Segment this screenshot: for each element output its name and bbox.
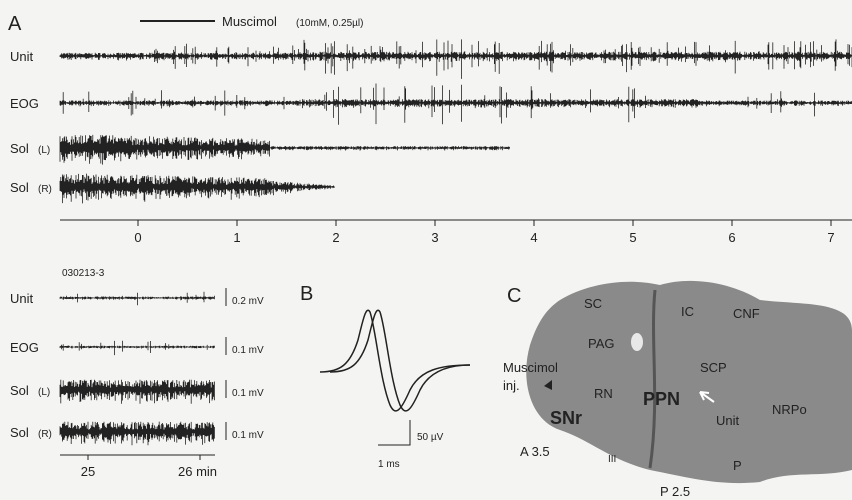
x-tick-label: 26 min (178, 464, 217, 479)
waveform (329, 309, 471, 412)
region: inj. (503, 378, 520, 393)
trace-label: EOG (10, 340, 39, 355)
trace (59, 291, 215, 306)
scale-label: 0.1 mV (232, 430, 264, 441)
scale-label: 0.1 mV (232, 388, 264, 399)
trace-side: (L) (38, 387, 50, 398)
region: PAG (588, 336, 615, 351)
region: P (733, 458, 742, 473)
trace-label: Sol (10, 141, 29, 156)
region: IC (681, 304, 694, 319)
scale-label: 0.1 mV (232, 345, 264, 356)
region: A 3.5 (520, 444, 550, 459)
panel-label: B (300, 283, 313, 305)
trace-side: (R) (38, 184, 52, 195)
region: Unit (716, 413, 740, 428)
region-labels: SC IC CNF PAG SCP Muscimol inj. RN PPN S… (503, 296, 807, 499)
x-tick-label: 6 (728, 230, 735, 245)
x-tick-label: 2 (332, 230, 339, 245)
trace-label: Sol (10, 180, 29, 195)
trace-side: (R) (38, 429, 52, 440)
record-id: 030213-3 (62, 268, 105, 279)
panel-label: A (8, 13, 22, 35)
scale-voltage: 50 µV (417, 432, 444, 443)
panel-label: C (507, 285, 521, 307)
trace (59, 421, 215, 446)
region: SCP (700, 360, 727, 375)
scale-bar (378, 420, 411, 446)
brain-slice (526, 280, 852, 484)
injection-arrow (544, 380, 552, 390)
slice-fissure (648, 289, 657, 469)
trace (59, 83, 852, 125)
trace-label: Unit (10, 49, 34, 64)
trace (59, 134, 510, 165)
trace (59, 340, 215, 356)
scale-label: 0.2 mV (232, 296, 264, 307)
region: P 2.5 (660, 484, 690, 499)
drug-detail: (10mM, 0.25µl) (296, 18, 363, 29)
trace (59, 173, 335, 204)
region: RN (594, 386, 613, 401)
region: NRPo (772, 402, 807, 417)
trace-label: Sol (10, 383, 29, 398)
trace (59, 39, 852, 79)
trace-label: EOG (10, 96, 39, 111)
x-tick-label: 0 (134, 230, 141, 245)
region: III (608, 454, 616, 465)
region: SNr (550, 408, 582, 428)
region: PPN (643, 389, 680, 409)
x-tick-label: 3 (431, 230, 438, 245)
scale-time: 1 ms (378, 459, 400, 470)
trace-label: Sol (10, 425, 29, 440)
region: CNF (733, 306, 760, 321)
trace (59, 379, 215, 404)
region: Muscimol (503, 360, 558, 375)
waveform (319, 309, 471, 412)
aqueduct (631, 333, 643, 351)
unit-arrow (699, 391, 715, 403)
trace-label: Unit (10, 291, 34, 306)
trace-side: (L) (38, 145, 50, 156)
drug-name: Muscimol (222, 14, 277, 29)
x-tick-label: 25 (81, 464, 95, 479)
x-tick-label: 1 (233, 230, 240, 245)
x-tick-label: 7 (827, 230, 834, 245)
region: SC (584, 296, 602, 311)
x-tick-label: 4 (530, 230, 537, 245)
x-tick-label: 5 (629, 230, 636, 245)
